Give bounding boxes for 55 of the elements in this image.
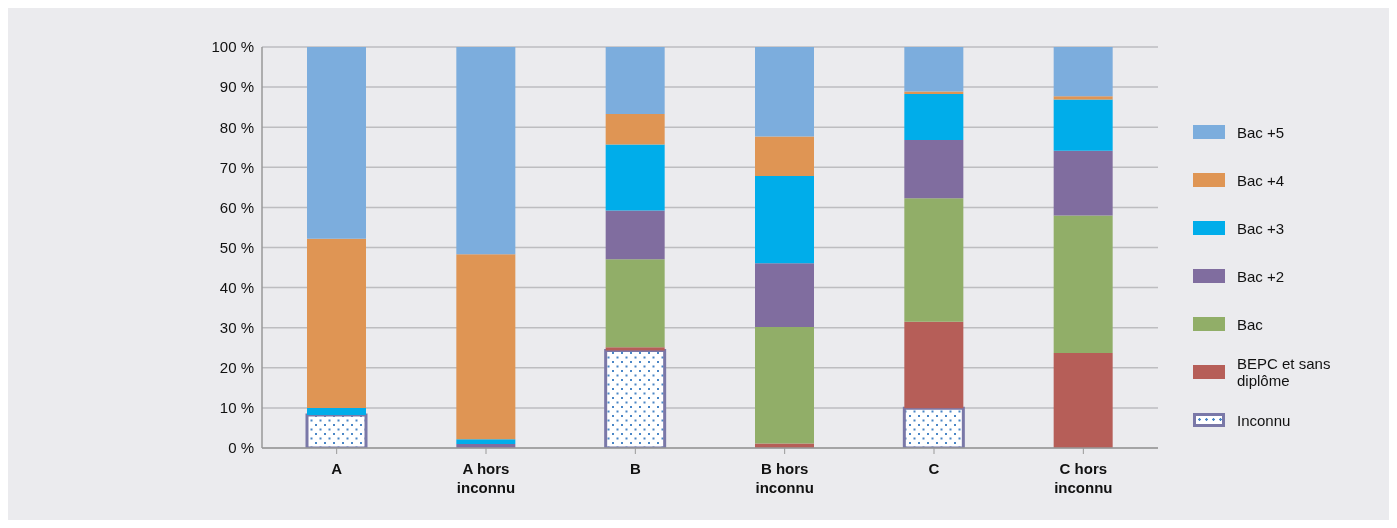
bar: [456, 439, 516, 444]
x-tick-label: B: [629, 460, 641, 477]
legend-label: BEPC et sans diplôme: [1237, 355, 1332, 389]
y-tick-label: 40 %: [219, 278, 254, 296]
y-tick-label: 30 %: [219, 319, 254, 337]
x-tick-label: A hors inconnu: [456, 460, 516, 496]
x-tick-label: C hors inconnu: [1054, 460, 1113, 496]
legend-label: Bac +5: [1237, 123, 1286, 141]
legend-label: Bac +3: [1237, 219, 1286, 237]
bar: [904, 140, 964, 199]
bar: [755, 326, 814, 444]
x-tick-label: B hors inconnu: [755, 460, 814, 496]
bar: [305, 413, 368, 448]
bar: [1053, 352, 1113, 448]
legend-label: Bac: [1237, 315, 1264, 333]
legend-label: Bac +2: [1237, 267, 1286, 285]
bar: [902, 406, 965, 448]
y-tick-label: 20 %: [219, 359, 254, 377]
bar: [755, 47, 814, 137]
bar: [307, 47, 366, 239]
bar: [755, 176, 814, 264]
y-tick-label: 70 %: [219, 158, 254, 176]
bar: [755, 136, 814, 177]
bar: [605, 47, 665, 114]
bar: [1053, 47, 1113, 97]
bar: [605, 113, 665, 145]
bar: [904, 93, 964, 141]
x-tick-label: C: [928, 460, 940, 477]
bar: [605, 259, 665, 348]
bar: [904, 198, 964, 322]
bar: [755, 263, 814, 327]
bar: [904, 321, 964, 409]
y-tick-label: 10 %: [219, 399, 254, 417]
bar: [1053, 96, 1113, 100]
legend-label: Inconnu: [1237, 411, 1292, 429]
bar: [904, 47, 964, 92]
legend-label: Bac +4: [1237, 171, 1286, 189]
bar: [1053, 150, 1113, 216]
bar: [456, 254, 516, 440]
y-tick-label: 80 %: [219, 118, 254, 136]
bar: [456, 47, 516, 255]
y-tick-label: 100 %: [211, 38, 254, 56]
bar: [605, 144, 665, 211]
bar: [604, 349, 667, 448]
bar: [1053, 99, 1113, 151]
y-tick-label: 0 %: [228, 439, 254, 457]
y-tick-label: 60 %: [219, 198, 254, 216]
x-tick-label: A: [331, 460, 343, 477]
bar: [307, 238, 366, 408]
bar: [605, 210, 665, 260]
bar: [1053, 215, 1113, 353]
y-tick-label: 50 %: [219, 238, 254, 256]
bar: [605, 347, 665, 351]
y-tick-label: 90 %: [219, 78, 254, 96]
bar: [307, 407, 366, 416]
